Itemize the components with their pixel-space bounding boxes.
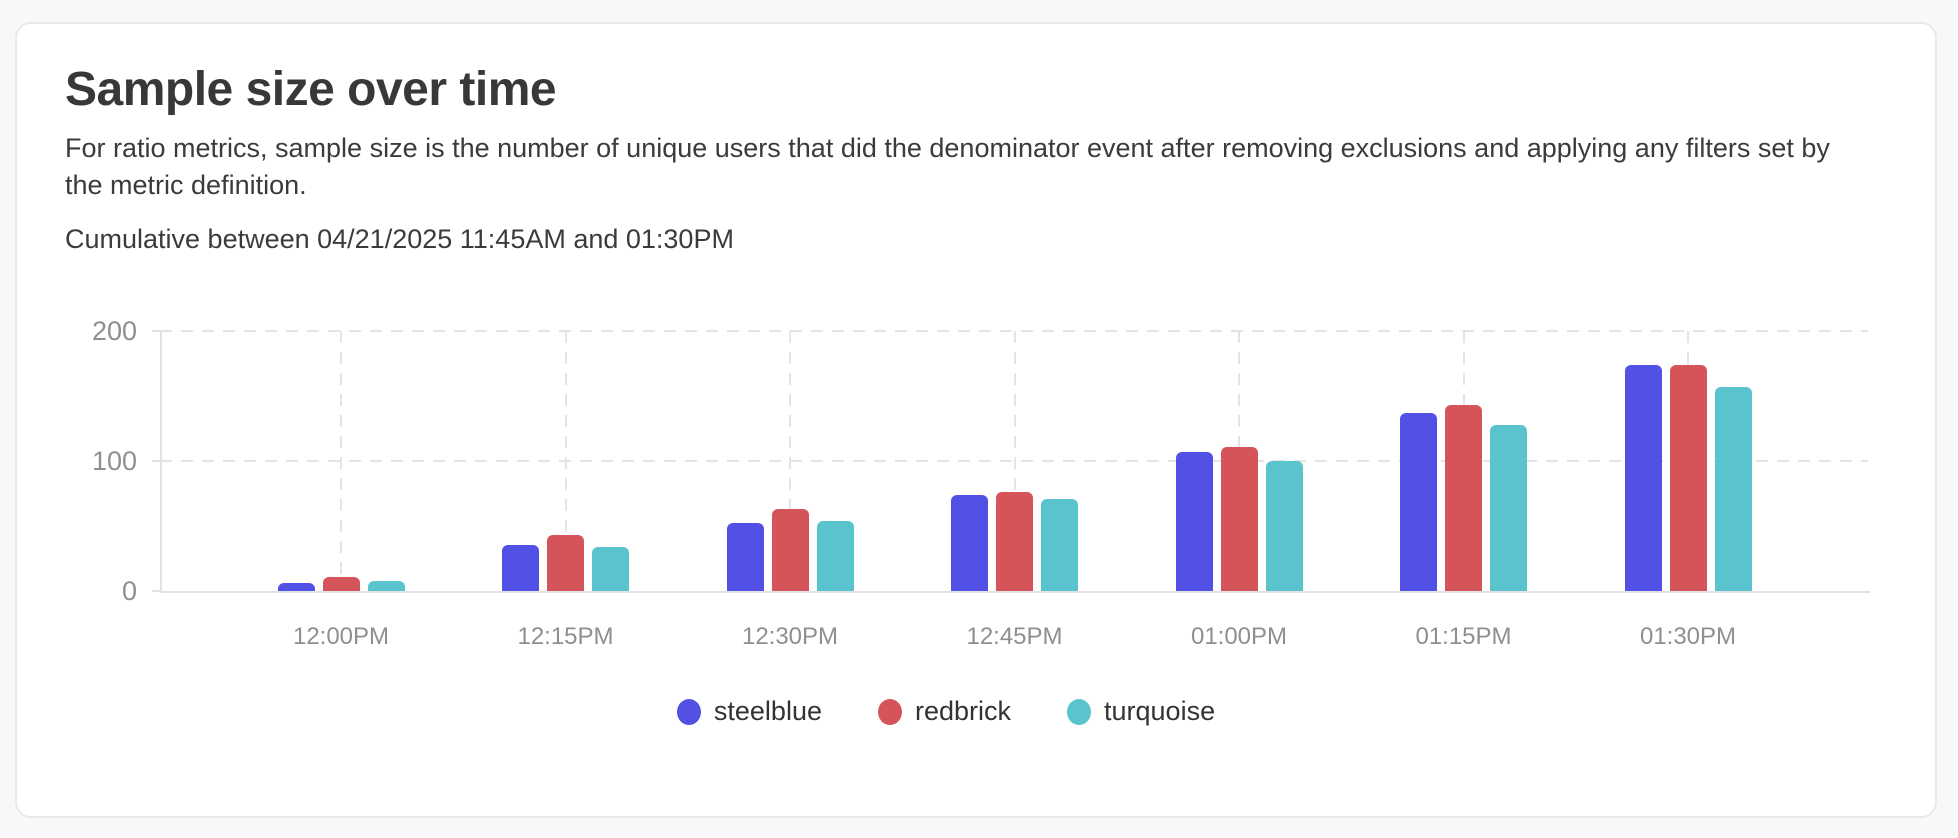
- x-tick-label: 12:30PM: [741, 623, 839, 650]
- chart-subtitle: Cumulative between 04/21/2025 11:45AM an…: [65, 224, 734, 254]
- y-axis-line: [160, 331, 162, 591]
- bar-turquoise: [1265, 461, 1303, 591]
- chart-legend: steelblue redbrick turquoise: [17, 696, 1875, 727]
- legend-item-turquoise[interactable]: turquoise: [1067, 696, 1215, 727]
- x-tick-label: 12:45PM: [966, 623, 1063, 650]
- bar-turquoise: [1041, 499, 1078, 591]
- bar-steelblue: [1624, 365, 1662, 591]
- x-tick-label: 01:30PM: [1639, 623, 1737, 650]
- x-gridline: [340, 331, 342, 591]
- bar-turquoise: [816, 521, 854, 591]
- bar-steelblue: [502, 545, 539, 591]
- x-tick-label: 12:15PM: [517, 623, 614, 650]
- bar-redbrick: [1220, 447, 1258, 591]
- legend-item-redbrick[interactable]: redbrick: [877, 696, 1012, 727]
- bar-steelblue: [1175, 452, 1213, 591]
- bar-turquoise: [367, 581, 405, 591]
- legend-label: redbrick: [914, 696, 1012, 726]
- x-tick-label: 01:15PM: [1415, 623, 1512, 650]
- chart-description: For ratio metrics, sample size is the nu…: [65, 133, 1830, 200]
- x-gridline: [1013, 331, 1016, 591]
- y-tick-label: 0: [121, 576, 137, 606]
- bar-chart: 0 100 200 12:00PM 12:15PM 12:30PM 12:45PM 01:00…: [17, 24, 1935, 816]
- y-tick-label: 100: [91, 446, 137, 476]
- bar-redbrick: [1445, 405, 1482, 591]
- bar-turquoise: [1490, 425, 1527, 591]
- legend-item-steelblue[interactable]: steelblue: [676, 696, 822, 727]
- bar-steelblue: [726, 523, 764, 591]
- bar-redbrick: [547, 535, 584, 591]
- legend-swatch-icon: [1067, 698, 1092, 725]
- bar-steelblue: [1400, 413, 1437, 591]
- x-gridline: [789, 331, 791, 591]
- bar-turquoise: [592, 547, 629, 591]
- bar-redbrick: [1669, 365, 1707, 591]
- bar-redbrick: [771, 509, 809, 591]
- chart-title: Sample size over time: [65, 63, 557, 116]
- bar-steelblue: [951, 495, 988, 591]
- x-tick-label: 01:00PM: [1190, 623, 1288, 650]
- x-tick-label: 12:00PM: [292, 623, 390, 650]
- legend-swatch-icon: [877, 698, 902, 725]
- chart-card: Sample size over time For ratio metrics,…: [15, 22, 1937, 818]
- y-tick-label: 200: [91, 316, 137, 346]
- y-axis-tick: [152, 590, 160, 592]
- legend-swatch-icon: [676, 698, 701, 725]
- y-axis-tick: [152, 330, 160, 332]
- x-gridline: [564, 331, 567, 591]
- legend-label: steelblue: [713, 696, 822, 726]
- bar-steelblue: [277, 583, 315, 591]
- x-axis-line: [160, 591, 1870, 593]
- bar-turquoise: [1714, 387, 1752, 591]
- legend-label: turquoise: [1104, 696, 1216, 726]
- bar-redbrick: [322, 577, 360, 591]
- y-axis-tick: [152, 460, 160, 462]
- bar-redbrick: [996, 492, 1033, 591]
